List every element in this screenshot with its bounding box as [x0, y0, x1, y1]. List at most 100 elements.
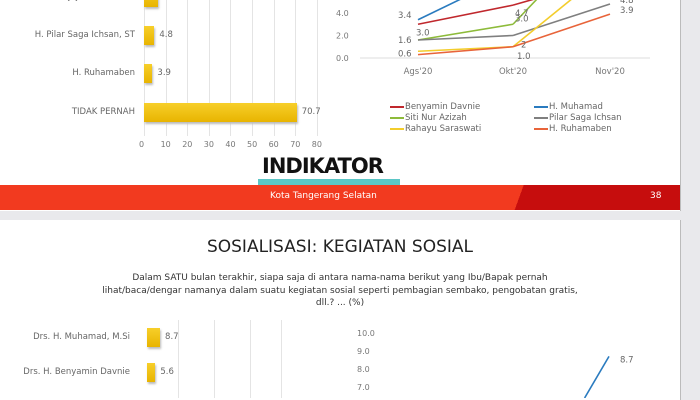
legend-label: H. Muhamad — [549, 102, 603, 112]
legend-label: Benyamin Davnie — [405, 102, 481, 112]
y-tick-label: 10.0 — [357, 329, 375, 338]
legend-item: Benyamin Davnie — [390, 102, 480, 112]
subtitle-line: dll.? ... (%) — [315, 298, 365, 308]
series-line — [512, 0, 534, 6]
bar — [144, 64, 153, 83]
y-tick-label: 2.0 — [336, 32, 349, 41]
series-line — [512, 0, 572, 48]
category-label: Djojohadikusumo — [0, 0, 135, 2]
slide-title: SOSIALISASI: KEGIATAN SOSIAL — [206, 237, 474, 257]
legend-label: Pilar Saga Ichsan — [549, 113, 622, 123]
category-label: Drs. H. Benyamin Davnie — [23, 367, 130, 377]
data-label: 4.8 — [159, 30, 173, 40]
data-label: 4.8 — [620, 0, 634, 6]
series-line — [417, 45, 514, 56]
x-tick-label: 0 — [139, 140, 145, 149]
data-label: 3.0 — [515, 14, 529, 24]
data-label: 8.7 — [620, 355, 634, 365]
gridline — [250, 320, 251, 398]
gridline — [165, 0, 167, 136]
slide-subtitle: Dalam SATU bulan terakhir, siapa saja di… — [0, 272, 680, 310]
series-line — [512, 0, 538, 25]
x-tick-label: 50 — [247, 140, 258, 149]
gridline — [214, 320, 215, 398]
series-line — [512, 13, 611, 48]
data-label: 5.6 — [160, 367, 174, 377]
category-label: H. Ruhamaben — [72, 68, 135, 78]
bar — [144, 103, 297, 122]
series-line — [583, 355, 610, 398]
x-tick-label: 40 — [225, 140, 236, 149]
x-tick-label: Okt'20 — [499, 67, 527, 77]
legend-swatch — [390, 117, 404, 119]
x-tick-label: Nov'20 — [595, 67, 625, 77]
y-tick-label: 8.0 — [357, 365, 370, 374]
x-tick-label: 10 — [160, 140, 171, 149]
category-label: H. Pilar Saga Ichsan, ST — [34, 30, 135, 40]
y-tick-label: 4.0 — [336, 9, 349, 18]
y-tick-label: 0.0 — [336, 54, 349, 63]
line-chart-bottom: 10.0 9.0 8.0 7.0 8.7 — [357, 329, 634, 398]
legend-item: H. Muhamad — [534, 102, 603, 112]
gridline — [295, 0, 297, 136]
legend-item: Pilar Saga Ichsan — [534, 113, 622, 123]
series-line — [417, 4, 514, 26]
legend-swatch — [390, 106, 404, 108]
data-label: 3.0 — [416, 28, 430, 38]
gridline — [252, 0, 253, 136]
data-label: 3.9 — [620, 6, 634, 16]
gridline — [316, 0, 318, 136]
gridline — [178, 320, 179, 398]
gridline — [230, 0, 232, 136]
data-label: 1.6 — [398, 36, 412, 46]
page-number: 38 — [650, 191, 662, 201]
series-line — [417, 23, 514, 41]
data-label: 2 — [521, 41, 526, 51]
legend-swatch — [534, 106, 548, 108]
data-label: 70.7 — [301, 107, 321, 117]
category-label: TIDAK PERNAH — [71, 107, 135, 117]
legend-label: Rahayu Saraswati — [405, 124, 482, 134]
category-label: Drs. H. Muhamad, M.Si — [33, 332, 130, 342]
legend-swatch — [390, 128, 404, 130]
bar — [144, 0, 159, 7]
slide-sosialisasi: SOSIALISASI: KEGIATAN SOSIAL Dalam SATU … — [0, 220, 681, 400]
legend-swatch — [534, 117, 548, 119]
footer-text: Kota Tangerang Selatan — [270, 191, 377, 201]
legend-label: Siti Nur Azizah — [405, 113, 467, 123]
legend-item: Rahayu Saraswati — [390, 124, 481, 134]
bar — [144, 26, 155, 45]
legend-item: Siti Nur Azizah — [390, 113, 467, 123]
x-tick-label: 60 — [268, 140, 279, 149]
gridline — [281, 320, 282, 398]
x-tick-label: 30 — [203, 140, 214, 149]
indikator-logo: INDIKATOR — [262, 154, 384, 178]
legend-label: H. Ruhamaben — [549, 124, 612, 134]
data-label: 1.0 — [517, 52, 531, 62]
subtitle-line: lihat/baca/dengar namanya dalam suatu ke… — [102, 285, 578, 296]
slide-38: 0 10 20 30 40 50 60 70 80 Djojohadikusumo H. Pilar… — [0, 0, 681, 211]
subtitle-line: Dalam SATU bulan terakhir, siapa saja di… — [132, 273, 548, 283]
gridline — [187, 0, 189, 136]
x-tick-label: 20 — [182, 140, 193, 149]
footer-band: Kota Tangerang Selatan 38 — [0, 185, 680, 210]
data-label: 3.4 — [398, 11, 412, 21]
x-tick-label: Ags'20 — [404, 67, 433, 77]
data-label: 4.7 — [515, 9, 529, 19]
legend-swatch — [534, 128, 548, 130]
bar — [147, 363, 156, 382]
x-tick-label: 70 — [290, 140, 301, 149]
data-label: 8.7 — [165, 332, 179, 342]
data-label: 3.9 — [157, 68, 171, 78]
series-line — [417, 0, 461, 21]
legend-item: H. Ruhamaben — [534, 124, 612, 134]
series-line — [512, 3, 611, 37]
y-tick-label: 9.0 — [357, 347, 370, 356]
series-line — [417, 34, 514, 41]
logo-underline — [258, 179, 400, 185]
y-tick-label: 7.0 — [357, 383, 370, 392]
bar — [147, 328, 161, 347]
x-tick-label: 80 — [311, 140, 322, 149]
data-label: 0.6 — [398, 49, 412, 59]
